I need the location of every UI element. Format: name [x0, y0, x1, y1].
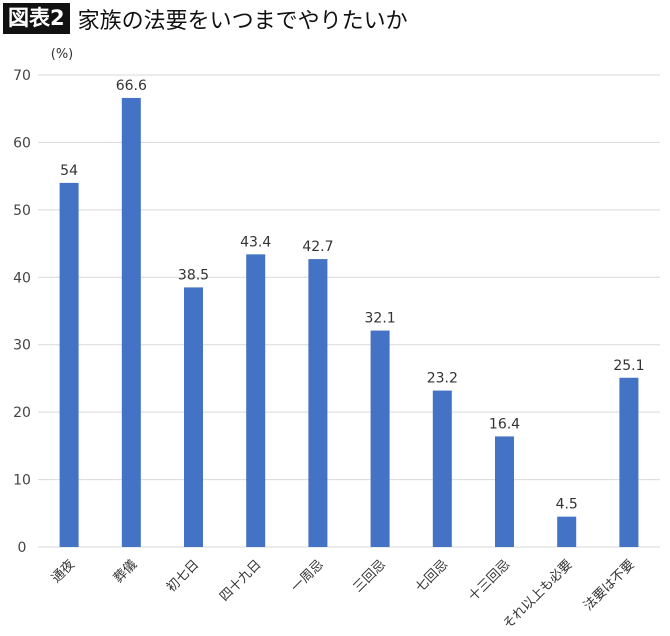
- bar: [557, 516, 577, 547]
- x-tick-label: 初七日: [164, 557, 202, 595]
- figure-badge: 図表2: [3, 3, 70, 34]
- x-tick-label: 四十九日: [217, 557, 264, 604]
- bar: [495, 436, 514, 547]
- bar: [370, 330, 390, 547]
- data-label: 4.5: [556, 497, 578, 513]
- x-tick-label: 葬儀: [111, 557, 140, 586]
- y-tick-label: 50: [13, 203, 31, 219]
- y-tick-label: 70: [13, 68, 31, 84]
- x-tick-label: 一周忌: [289, 557, 327, 595]
- bar: [308, 259, 328, 547]
- bar: [59, 182, 79, 547]
- data-label: 43.4: [240, 234, 271, 250]
- data-label: 54: [60, 163, 78, 179]
- y-tick-label: 0: [18, 540, 27, 556]
- bar: [184, 287, 203, 547]
- chart-title: 家族の法要をいつまでやりたいか: [77, 8, 408, 34]
- y-axis-unit: (%): [51, 47, 74, 62]
- bar: [121, 97, 141, 547]
- bar: [619, 377, 639, 547]
- x-tick-label: 七回忌: [413, 557, 451, 595]
- y-tick-label: 30: [13, 338, 31, 354]
- x-tick-label: 三回忌: [351, 557, 389, 595]
- data-label: 25.1: [613, 358, 644, 374]
- y-tick-label: 20: [13, 405, 31, 421]
- x-tick-label: 十三回忌: [466, 557, 513, 604]
- data-label: 32.1: [365, 311, 396, 327]
- y-tick-label: 10: [13, 473, 31, 489]
- data-label: 16.4: [489, 416, 520, 432]
- data-label: 23.2: [427, 371, 458, 387]
- y-tick-label: 60: [13, 135, 31, 151]
- data-label: 66.6: [116, 78, 147, 94]
- data-label: 38.5: [178, 267, 209, 283]
- chart-header: 図表2 家族の法要をいつまでやりたいか: [3, 3, 408, 34]
- x-tick-label: 法要は不要: [581, 557, 638, 614]
- bar: [246, 254, 266, 548]
- y-tick-label: 40: [13, 270, 31, 286]
- x-tick-label: 通夜: [49, 557, 78, 586]
- data-label: 42.7: [302, 239, 333, 255]
- bar: [432, 390, 452, 547]
